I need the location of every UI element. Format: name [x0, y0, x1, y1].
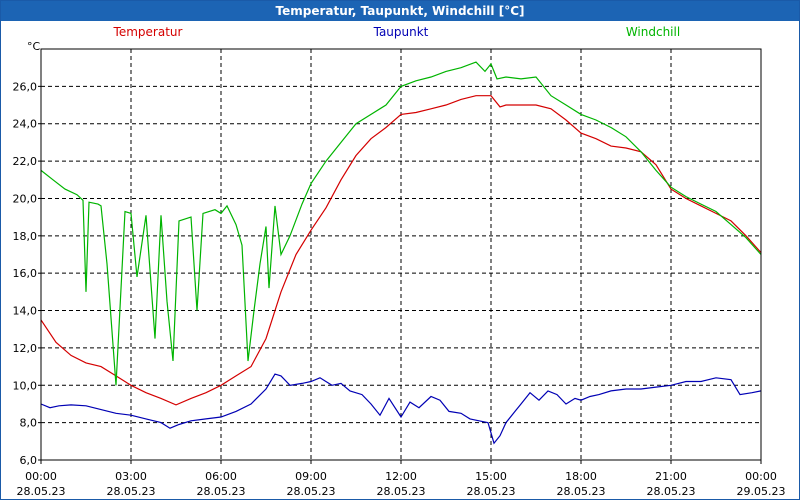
x-tick-time: 03:00 — [115, 470, 147, 483]
x-tick-time: 00:00 — [745, 470, 777, 483]
x-tick-date: 28.05.23 — [377, 485, 426, 498]
x-tick-date: 28.05.23 — [107, 485, 156, 498]
y-tick-label: 18,0 — [13, 230, 38, 243]
y-tick-label: 22,0 — [13, 155, 38, 168]
series-layer — [40, 61, 762, 445]
y-tick-label: 6,0 — [20, 454, 38, 467]
x-tick-time: 00:00 — [25, 470, 57, 483]
x-tick-time: 21:00 — [655, 470, 687, 483]
x-tick-time: 18:00 — [565, 470, 597, 483]
y-axis-label: °C — [27, 40, 41, 53]
legend-windchill: Windchill — [626, 25, 680, 39]
y-tick-label: 24,0 — [13, 118, 38, 131]
x-tick-date: 28.05.23 — [467, 485, 516, 498]
y-tick-label: 12,0 — [13, 342, 38, 355]
y-tick-label: 16,0 — [13, 267, 38, 280]
x-tick-date: 28.05.23 — [647, 485, 696, 498]
x-tick-date: 28.05.23 — [197, 485, 246, 498]
y-tick-label: 20,0 — [13, 192, 38, 205]
x-tick-time: 15:00 — [475, 470, 507, 483]
series-line-taupunkt — [40, 373, 762, 445]
y-tick-label: 14,0 — [13, 305, 38, 318]
y-tick-label: 8,0 — [20, 417, 38, 430]
legend-taupunkt: Taupunkt — [373, 25, 429, 39]
y-tick-label: 10,0 — [13, 379, 38, 392]
y-tick-label: 26,0 — [13, 80, 38, 93]
x-tick-time: 12:00 — [385, 470, 417, 483]
x-tick-date: 28.05.23 — [17, 485, 66, 498]
x-tick-date: 28.05.23 — [557, 485, 606, 498]
x-tick-time: 06:00 — [205, 470, 237, 483]
series-line-temperatur — [40, 95, 762, 406]
series-line-windchill — [40, 61, 762, 386]
chart-title: Temperatur, Taupunkt, Windchill [°C] — [1, 1, 799, 21]
x-tick-time: 09:00 — [295, 470, 327, 483]
x-tick-date: 28.05.23 — [287, 485, 336, 498]
axis-layer: 6,0 8,0 10,0 12,0 14,0 16,0 18,0 20,0 22,0 24,0 26… — [13, 80, 786, 498]
x-tick-date: 29.05.23 — [737, 485, 786, 498]
legend-temperatur: Temperatur — [113, 25, 183, 39]
